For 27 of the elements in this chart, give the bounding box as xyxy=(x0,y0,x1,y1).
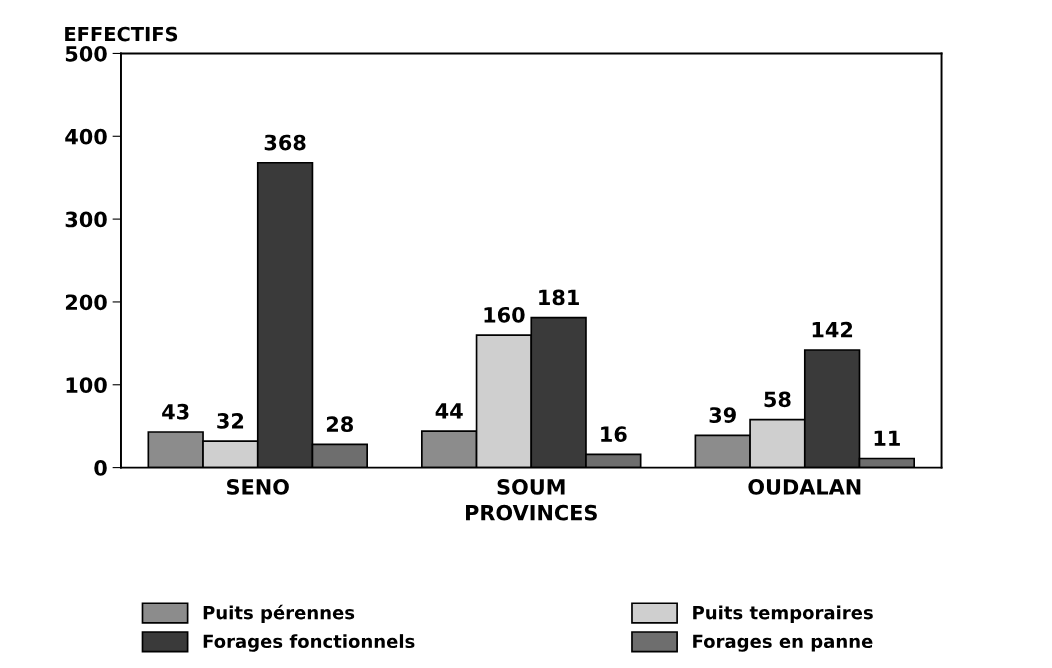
data-label: 32 xyxy=(217,412,244,429)
data-label: 16 xyxy=(601,426,627,442)
legend-label: Forages fonctionnels xyxy=(203,634,415,652)
legend-label: Puits pérennes xyxy=(203,604,355,623)
x-axis-title: PROVINCES xyxy=(466,504,597,521)
data-label: 44 xyxy=(435,403,463,419)
y-axis-title: EFFECTIFS xyxy=(65,26,178,42)
y-tick-label: 500 xyxy=(65,45,107,62)
y-tick-label: 0 xyxy=(94,460,107,476)
data-label: 43 xyxy=(162,403,189,420)
x-tick-label: SENO xyxy=(227,479,289,495)
data-label: 39 xyxy=(709,407,736,423)
data-label: 58 xyxy=(764,391,791,408)
y-tick-label: 300 xyxy=(65,211,107,228)
data-label: 181 xyxy=(539,289,579,306)
data-label: 11 xyxy=(874,430,900,446)
legend-label: Forages en panne xyxy=(693,634,873,652)
data-label: 142 xyxy=(812,321,853,338)
legend-label: Puits temporaires xyxy=(693,605,873,623)
y-tick-label: 400 xyxy=(65,128,107,145)
x-tick-label: OUDALAN xyxy=(748,479,861,495)
data-label: 368 xyxy=(264,134,306,151)
x-tick-label: SOUM xyxy=(497,479,565,495)
data-label: 28 xyxy=(326,416,353,433)
y-tick-label: 200 xyxy=(65,294,107,311)
y-tick-label: 100 xyxy=(66,377,107,393)
data-label: 160 xyxy=(484,306,525,323)
